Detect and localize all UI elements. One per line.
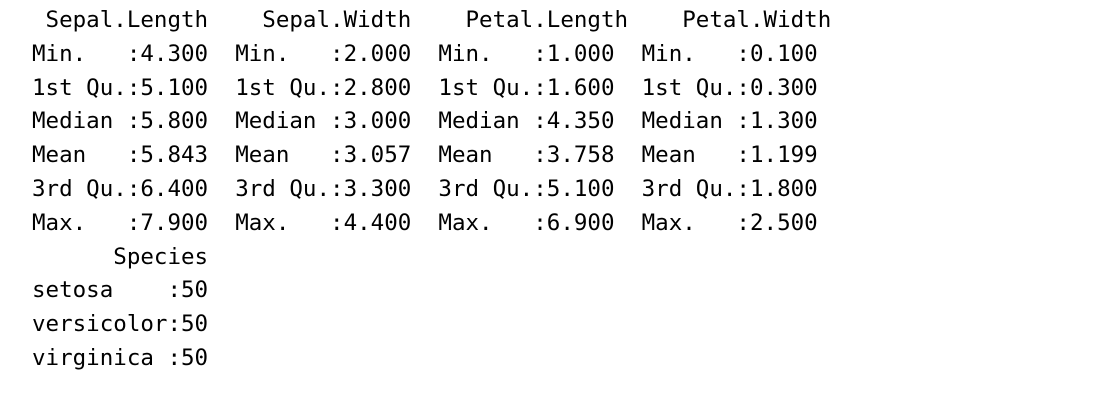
summary-block-species: Species setosa :50 versicolor:50 virginica … bbox=[32, 241, 831, 376]
stat-cell: 3rd Qu.:3.300 bbox=[235, 175, 412, 202]
header-row: Species bbox=[32, 241, 831, 275]
species-row: versicolor:50 bbox=[32, 308, 831, 342]
stat-cell: Mean :3.057 bbox=[235, 142, 412, 169]
stat-cell: Min. :4.300 bbox=[32, 40, 209, 67]
stat-cell: 1st Qu.:2.800 bbox=[235, 74, 412, 101]
stat-cell: Max. :2.500 bbox=[641, 209, 818, 236]
stat-cell: 3rd Qu.:6.400 bbox=[32, 175, 209, 202]
stat-row-3rd-qu: 3rd Qu.:6.400 3rd Qu.:3.300 3rd Qu.:5.10… bbox=[32, 173, 831, 207]
stat-row-min: Min. :4.300 Min. :2.000 Min. :1.000 Min.… bbox=[32, 38, 831, 72]
stat-cell: Mean :5.843 bbox=[32, 142, 209, 169]
species-row: setosa :50 bbox=[32, 274, 831, 308]
header-species: Species bbox=[32, 243, 209, 270]
stat-cell: Max. :6.900 bbox=[438, 209, 615, 236]
summary-block-numeric: Sepal.Length Sepal.Width Petal.Length Pe… bbox=[32, 4, 831, 241]
stat-cell: Median :3.000 bbox=[235, 108, 412, 135]
stat-cell: Max. :7.900 bbox=[32, 209, 209, 236]
stat-cell: 3rd Qu.:1.800 bbox=[641, 175, 818, 202]
console-output: Sepal.Length Sepal.Width Petal.Length Pe… bbox=[32, 4, 831, 376]
stat-cell: 1st Qu.:1.600 bbox=[438, 74, 615, 101]
stat-row-mean: Mean :5.843 Mean :3.057 Mean :3.758 Mean… bbox=[32, 139, 831, 173]
stat-row-1st-qu: 1st Qu.:5.100 1st Qu.:2.800 1st Qu.:1.60… bbox=[32, 72, 831, 106]
species-count: versicolor:50 bbox=[32, 311, 209, 338]
species-row: virginica :50 bbox=[32, 342, 831, 376]
species-count: setosa :50 bbox=[32, 277, 209, 304]
header-sepal-length: Sepal.Length bbox=[32, 7, 209, 33]
stat-cell: Mean :3.758 bbox=[438, 142, 615, 169]
stat-cell: Median :5.800 bbox=[32, 108, 209, 135]
header-sepal-width: Sepal.Width bbox=[235, 7, 412, 33]
stat-row-max: Max. :7.900 Max. :4.400 Max. :6.900 Max.… bbox=[32, 207, 831, 241]
stat-cell: Min. :1.000 bbox=[438, 40, 615, 67]
stat-cell: Min. :2.000 bbox=[235, 40, 412, 67]
species-count: virginica :50 bbox=[32, 344, 209, 371]
stat-cell: Median :4.350 bbox=[438, 108, 615, 135]
header-petal-width: Petal.Width bbox=[655, 7, 832, 33]
stat-cell: 1st Qu.:5.100 bbox=[32, 74, 209, 101]
stat-row-median: Median :5.800 Median :3.000 Median :4.35… bbox=[32, 105, 831, 139]
header-petal-length: Petal.Length bbox=[438, 7, 629, 33]
stat-cell: 3rd Qu.:5.100 bbox=[438, 175, 615, 202]
stat-cell: Max. :4.400 bbox=[235, 209, 412, 236]
stat-cell: Min. :0.100 bbox=[641, 40, 818, 67]
stat-cell: Median :1.300 bbox=[641, 108, 818, 135]
header-row: Sepal.Length Sepal.Width Petal.Length Pe… bbox=[32, 4, 832, 38]
stat-cell: Mean :1.199 bbox=[641, 142, 818, 169]
stat-cell: 1st Qu.:0.300 bbox=[641, 74, 818, 101]
